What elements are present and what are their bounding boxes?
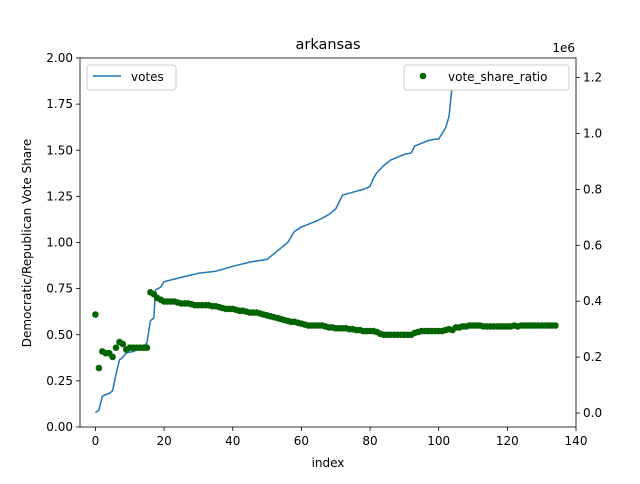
series-line-votes: [94, 75, 556, 414]
x-tick-label: 20: [156, 434, 171, 448]
x-tick-label: 140: [565, 434, 588, 448]
x-tick-label: 60: [294, 434, 309, 448]
y-right-tick-label: 0.2: [583, 350, 602, 364]
legend-box: [403, 64, 570, 91]
legend-swatch-vote-share-ratio: [419, 72, 427, 80]
legend-label-vote-share-ratio: vote_share_ratio: [448, 70, 547, 84]
y-left-tick-label: 2.00: [46, 51, 73, 65]
point-vote_share_ratio: [92, 311, 99, 318]
y-right-tick-label: 0.8: [583, 182, 602, 196]
point-vote_share_ratio: [109, 353, 116, 361]
x-tick-label: 100: [427, 434, 450, 448]
y-left-tick-label: 0.50: [46, 328, 73, 342]
axes: 0 20 40 60 80 100 120 140 0.00 0.25 0.50 0.75 1.00 1.…: [46, 51, 602, 448]
plot-frame: [79, 57, 577, 428]
point-vote_share_ratio: [95, 364, 103, 372]
point-vote_share_ratio: [119, 340, 127, 348]
legend-box: [86, 64, 177, 91]
legend-vote-share-ratio: vote_share_ratio: [403, 64, 570, 91]
legend-label-votes: votes: [131, 70, 164, 84]
x-tick-label: 120: [496, 434, 519, 448]
chart-marks: [92, 75, 559, 414]
x-tick-label: 0: [92, 434, 100, 448]
x-tick-label: 40: [225, 434, 240, 448]
y-left-tick-label: 0.75: [46, 282, 73, 296]
point-vote_share_ratio: [552, 322, 559, 329]
y-axis-left-title: Democratic/Republican Vote Share: [20, 139, 34, 347]
y-right-tick-label: 0.0: [583, 406, 602, 420]
y-right-tick-label: 1.2: [583, 71, 602, 85]
y-left-tick-label: 1.50: [46, 143, 73, 157]
y-axis-right-multiplier: 1e6: [552, 41, 575, 55]
x-tick-label: 80: [362, 434, 377, 448]
legend-votes: votes: [86, 64, 177, 91]
chart-title: arkansas: [295, 37, 360, 53]
y-left-tick-label: 0.00: [46, 420, 73, 434]
point-vote_share_ratio: [112, 344, 120, 352]
point-vote_share_ratio: [143, 344, 151, 352]
y-right-tick-label: 0.6: [583, 238, 602, 252]
y-left-tick-label: 0.25: [46, 374, 73, 388]
y-left-tick-label: 1.00: [46, 236, 73, 250]
x-axis-title: index: [312, 456, 345, 470]
y-right-tick-label: 1.0: [583, 126, 602, 140]
y-left-tick-label: 1.75: [46, 97, 73, 111]
y-left-tick-label: 1.25: [46, 189, 73, 203]
y-right-tick-label: 0.4: [583, 294, 602, 308]
